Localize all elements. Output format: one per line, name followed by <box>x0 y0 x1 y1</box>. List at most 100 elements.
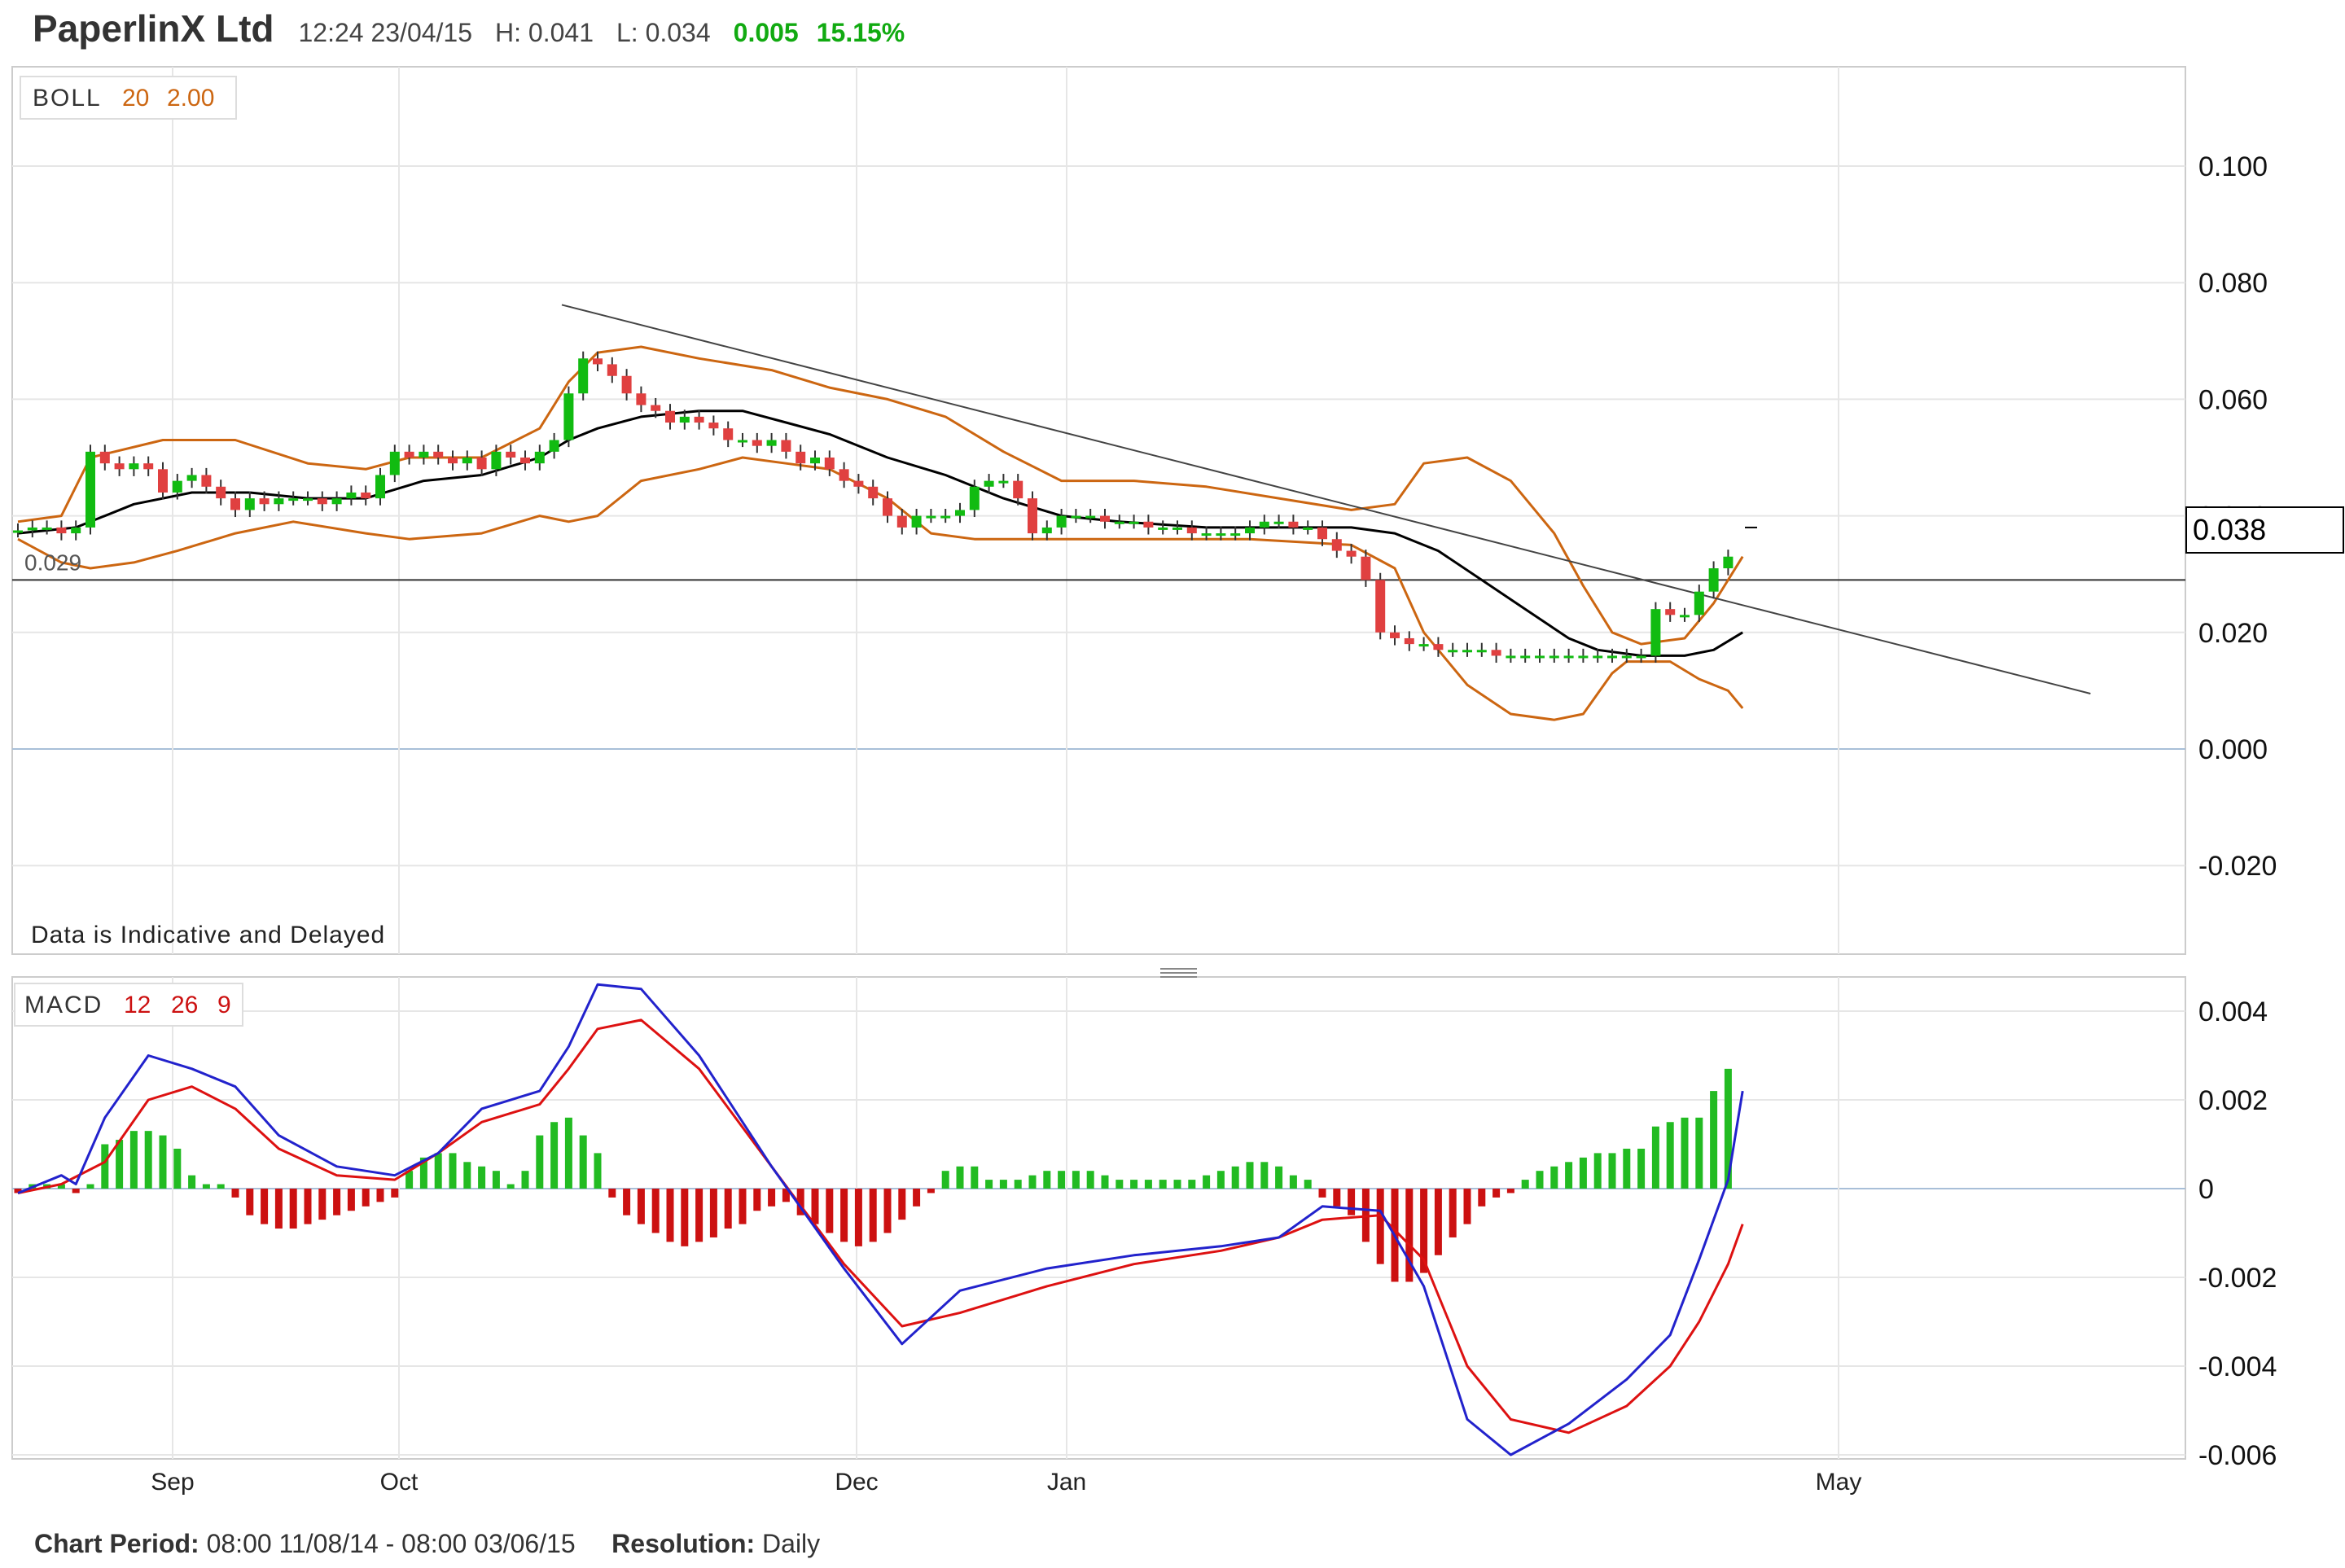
candle-down <box>607 364 617 376</box>
macd-hist-bar-up <box>1188 1180 1196 1189</box>
price-y-tick: -0.020 <box>2198 851 2277 882</box>
macd-legend-fast: 12 <box>124 992 151 1018</box>
macd-hist-bar-up <box>1304 1180 1312 1189</box>
day-high: H: 0.041 <box>495 18 594 47</box>
candle-up <box>1085 515 1096 519</box>
candle-up <box>1056 515 1067 528</box>
candle-up <box>13 530 23 533</box>
macd-hist-bar-down <box>695 1189 704 1242</box>
candle-down <box>1375 580 1386 633</box>
candle-up <box>172 480 182 493</box>
period-value: 08:00 11/08/14 - 08:00 03/06/15 <box>206 1529 576 1558</box>
macd-hist-bar-up <box>188 1175 196 1189</box>
macd-hist-bar-down <box>72 1189 80 1194</box>
candle-down <box>201 475 212 487</box>
price-y-tick: 0.080 <box>2198 268 2268 299</box>
day-low: L: 0.034 <box>616 18 711 47</box>
candle-up <box>1636 655 1646 659</box>
candle-up <box>1593 655 1603 659</box>
macd-y-tick: -0.002 <box>2198 1263 2277 1294</box>
macd-hist-bar-up <box>521 1171 529 1189</box>
candle-up <box>1621 655 1632 659</box>
candle-down <box>665 410 675 423</box>
macd-hist-bar-up <box>478 1166 486 1189</box>
x-axis-tick: Jan <box>1047 1469 1086 1496</box>
macd-hist-bar-down <box>289 1189 297 1229</box>
candle-down <box>839 469 849 481</box>
macd-hist-bar-down <box>608 1189 616 1198</box>
candle-up <box>940 515 951 519</box>
candle-up <box>1476 650 1487 653</box>
macd-legend[interactable]: MACD 12 26 9 <box>14 983 243 1027</box>
candle-up <box>42 527 52 530</box>
macd-hist-bar-up <box>116 1140 124 1189</box>
macd-hist-bar-down <box>724 1189 732 1229</box>
macd-hist-bar-down <box>811 1189 819 1224</box>
macd-hist-bar-up <box>1710 1091 1718 1189</box>
candle-down <box>216 486 226 499</box>
candle-down <box>476 458 487 470</box>
chart-footer: Chart Period: 08:00 11/08/14 - 08:00 03/… <box>34 1529 820 1559</box>
candle-up <box>679 416 690 423</box>
candle-up <box>1549 655 1559 659</box>
candle-up <box>346 492 357 499</box>
reference-line-label: 0.029 <box>24 550 81 575</box>
candle-up <box>186 475 197 481</box>
macd-hist-bar-down <box>1405 1189 1414 1282</box>
macd-hist-bar-up <box>1246 1162 1254 1189</box>
macd-hist-bar-up <box>564 1117 572 1189</box>
candle-down <box>883 498 892 516</box>
macd-hist-bar-down <box>768 1189 776 1207</box>
candle-up <box>1535 655 1545 659</box>
candle-down <box>752 440 762 446</box>
candle-up <box>1607 655 1617 659</box>
macd-hist-bar-up <box>550 1122 559 1189</box>
macd-y-tick: -0.006 <box>2198 1440 2277 1471</box>
candle-down <box>114 463 125 470</box>
macd-hist-bar-down <box>1478 1189 1486 1207</box>
candle-down <box>1404 637 1414 645</box>
candle-up <box>563 393 574 440</box>
macd-hist-bar-up <box>101 1144 109 1189</box>
macd-hist-bar-down <box>1449 1189 1457 1237</box>
macd-hist-bar-up <box>1043 1171 1051 1189</box>
quote-time: 12:24 23/04/15 <box>298 18 473 47</box>
candle-down <box>1317 527 1327 540</box>
candle-down <box>621 375 632 394</box>
trendline <box>561 304 2091 694</box>
data-disclaimer: Data is Indicative and Delayed <box>31 922 385 948</box>
macd-hist-bar-up <box>1536 1171 1544 1189</box>
boll-legend[interactable]: BOLL 20 2.00 <box>20 76 237 120</box>
macd-hist-bar-down <box>753 1189 761 1211</box>
boll-lower-band <box>17 456 1744 721</box>
candle-down <box>694 416 704 423</box>
candle-down <box>404 451 414 458</box>
macd-hist-bar-up <box>1681 1117 1689 1189</box>
candle-up <box>1578 655 1589 659</box>
macd-hist-bar-up <box>405 1171 414 1189</box>
candle-up <box>1448 650 1458 653</box>
candle-up <box>810 458 820 464</box>
candle-down <box>1143 521 1154 528</box>
panel-resize-handle[interactable] <box>1160 968 1197 978</box>
macd-hist-bar-down <box>739 1189 747 1224</box>
candle-down <box>593 358 603 365</box>
candle-up <box>1723 556 1734 569</box>
macd-hist-bar-down <box>883 1189 892 1233</box>
macd-y-tick: 0.004 <box>2198 996 2268 1027</box>
macd-hist-bar-up <box>1058 1171 1066 1189</box>
candle-down <box>361 492 371 499</box>
candle-down <box>448 458 458 464</box>
candle-down <box>723 428 734 440</box>
resolution-label: Resolution: <box>611 1529 756 1558</box>
candle-up <box>549 440 559 452</box>
candle-up <box>1418 644 1429 647</box>
macd-hist-bar-up <box>941 1171 949 1189</box>
macd-hist-bar-up <box>579 1135 587 1189</box>
macd-hist-bar-down <box>623 1189 631 1215</box>
candle-up <box>244 498 255 510</box>
macd-hist-bar-up <box>1014 1180 1022 1189</box>
macd-y-tick: -0.004 <box>2198 1351 2277 1382</box>
candle-up <box>1230 533 1241 537</box>
